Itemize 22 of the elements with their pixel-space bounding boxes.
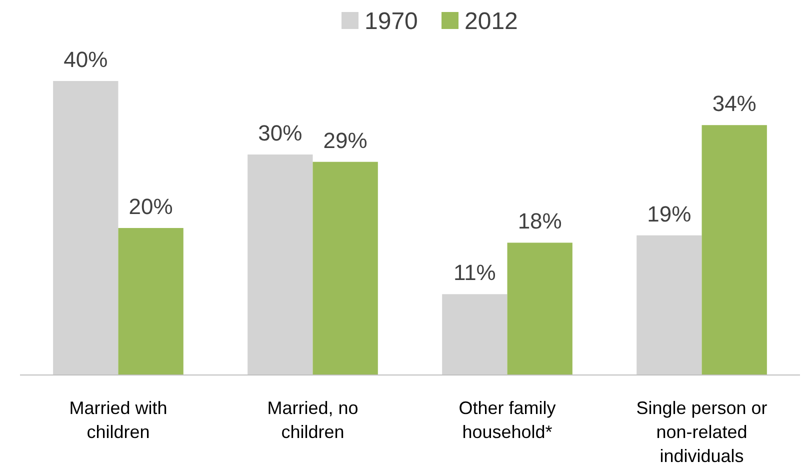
data-label: 30%: [258, 120, 302, 146]
x-tick-label: Married, no children: [267, 398, 358, 442]
data-label: 40%: [64, 47, 108, 72]
x-tick-label: Other family household*: [458, 398, 556, 442]
data-label: 34%: [712, 91, 756, 116]
bar: [53, 81, 118, 375]
data-label: 11%: [453, 260, 496, 286]
legend-label: 1970: [364, 8, 418, 35]
data-label: 20%: [128, 194, 173, 219]
bar: [636, 235, 702, 375]
legend-label: 2012: [464, 8, 518, 35]
bar: [248, 154, 313, 375]
data-label: 29%: [323, 128, 368, 153]
bar: [442, 294, 508, 375]
data-label: 18%: [518, 208, 562, 234]
data-label: 19%: [647, 201, 692, 226]
bar: [312, 162, 378, 375]
bar: [118, 228, 184, 375]
bar: [507, 242, 572, 375]
x-tick-label: Single person or non-related individuals: [636, 398, 768, 466]
bar: [702, 125, 767, 375]
x-tick-label: Married with children: [69, 398, 168, 442]
